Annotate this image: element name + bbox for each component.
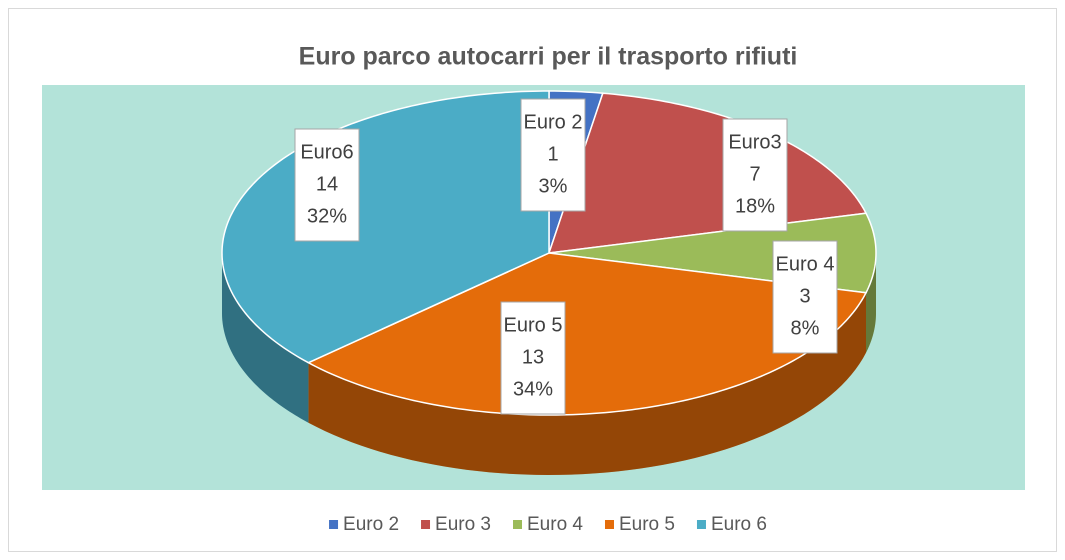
legend-label: Euro 2 — [343, 514, 399, 535]
legend-label: Euro 4 — [527, 514, 583, 535]
chart-title: Euro parco autocarri per il trasporto ri… — [299, 43, 798, 71]
data-label-name: Euro 4 — [776, 253, 835, 275]
data-label-percent: 8% — [791, 317, 820, 339]
legend: Euro 2 Euro 3 Euro 4 Euro 5 Euro 6 — [329, 514, 767, 535]
data-label-box — [772, 240, 838, 354]
data-label-percent: 18% — [735, 195, 775, 217]
data-label-name: Euro6 — [300, 141, 353, 163]
data-label-value: 13 — [522, 346, 544, 368]
data-label-box — [722, 118, 788, 232]
legend-label: Euro 3 — [435, 514, 491, 535]
legend-swatch — [329, 520, 339, 529]
pie-side-shade — [308, 292, 866, 475]
data-label-box — [500, 301, 566, 415]
legend-swatch — [604, 520, 614, 529]
legend-label: Euro 6 — [711, 514, 767, 535]
data-label-name: Euro 2 — [524, 111, 583, 133]
data-label-box — [520, 98, 586, 212]
pie-side — [308, 292, 866, 475]
pie-side-shade — [865, 253, 876, 353]
data-label-value: 7 — [749, 163, 760, 185]
pie-side — [222, 253, 309, 423]
legend-label: Euro 5 — [619, 514, 675, 535]
data-label-percent: 3% — [539, 175, 568, 197]
data-label-percent: 34% — [513, 378, 553, 400]
data-label-value: 3 — [799, 285, 810, 307]
legend-swatch — [421, 520, 431, 529]
data-label-box — [294, 128, 360, 242]
pie-side — [865, 253, 876, 353]
legend-swatch — [696, 520, 706, 529]
data-label-name: Euro 5 — [504, 314, 563, 336]
data-label-value: 1 — [547, 143, 558, 165]
data-label-name: Euro3 — [728, 131, 781, 153]
data-label-value: 14 — [316, 173, 338, 195]
pie-side-shade — [222, 253, 309, 423]
data-label-percent: 32% — [307, 205, 347, 227]
legend-swatch — [513, 520, 523, 529]
